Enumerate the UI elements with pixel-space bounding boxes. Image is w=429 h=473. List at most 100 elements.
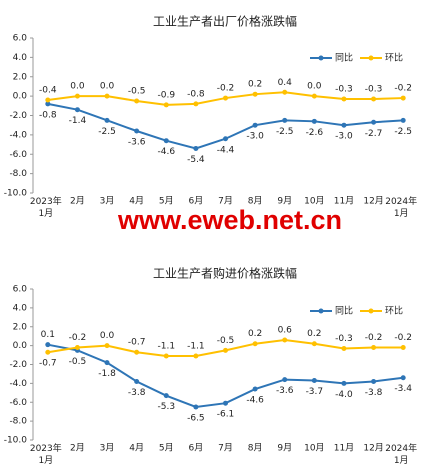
x-tick-label: 12月: [363, 196, 383, 207]
point: [163, 353, 169, 359]
data-label: -1.1: [157, 342, 175, 352]
point: [341, 96, 347, 102]
point: [400, 117, 406, 123]
point: [252, 386, 258, 392]
data-label: -6.5: [187, 413, 205, 423]
x-tick-label: 9月: [277, 196, 292, 207]
legend-marker: [318, 55, 324, 61]
point: [104, 360, 110, 366]
data-label: -3.4: [394, 384, 412, 394]
point: [311, 378, 317, 384]
y-tick-label: 0.0: [13, 341, 28, 351]
point: [193, 101, 199, 107]
y-tick-label: 2.0: [13, 322, 28, 332]
data-label: 0.0: [100, 82, 115, 92]
data-label: -0.3: [365, 85, 383, 95]
data-label: -4.0: [335, 390, 353, 400]
x-tick-label: 2月: [70, 196, 85, 207]
x-tick-label: 4月: [129, 443, 144, 454]
chart-title: 工业生产者出厂价格涨跌幅: [153, 14, 297, 29]
data-label: -0.7: [128, 338, 146, 348]
data-label: -0.2: [217, 84, 235, 94]
x-tick-label: 10月: [304, 443, 324, 454]
data-label: -0.5: [69, 357, 87, 367]
point: [400, 345, 406, 351]
data-label: -3.8: [365, 388, 383, 398]
x-tick-label: 2024年 1月: [385, 442, 417, 466]
point: [341, 380, 347, 386]
y-tick-label: -6.0: [9, 398, 27, 408]
point: [74, 93, 80, 99]
y-tick-label: 0.0: [13, 92, 28, 102]
point: [371, 345, 377, 351]
data-label: -4.6: [157, 147, 175, 157]
legend-label: 同比: [335, 305, 353, 317]
data-label: -2.5: [276, 127, 294, 137]
data-label: -6.1: [217, 410, 235, 420]
data-label: 0.0: [100, 331, 115, 341]
point: [400, 95, 406, 101]
data-label: -0.3: [335, 334, 353, 344]
data-label: 0.1: [41, 330, 55, 340]
data-label: -2.6: [306, 128, 324, 138]
data-label: -0.2: [365, 333, 383, 343]
data-label: -1.8: [98, 369, 116, 379]
y-tick-label: -8.0: [9, 169, 27, 179]
x-tick-label: 3月: [100, 196, 115, 207]
y-tick-label: -2.0: [9, 111, 27, 121]
data-label: 0.6: [278, 325, 293, 335]
point: [45, 101, 51, 107]
legend-label: 同比: [335, 52, 353, 64]
x-tick-label: 5月: [159, 443, 174, 454]
data-label: -3.0: [246, 132, 264, 142]
y-tick-label: -4.0: [9, 130, 27, 140]
point: [282, 89, 288, 95]
y-tick-label: -2.0: [9, 360, 27, 370]
point: [74, 345, 80, 351]
data-label: -0.4: [39, 86, 57, 96]
point: [282, 337, 288, 343]
legend-marker: [368, 308, 374, 314]
point: [134, 349, 140, 355]
x-tick-label: 2月: [70, 443, 85, 454]
data-label: -5.4: [187, 155, 205, 165]
x-tick-label: 8月: [248, 196, 263, 207]
y-tick-label: 6.0: [13, 285, 28, 295]
point: [223, 136, 228, 142]
x-tick-label: 2023年 1月: [30, 442, 62, 466]
data-label: -0.9: [157, 90, 175, 100]
data-label: -1.4: [69, 116, 87, 126]
data-label: -4.6: [246, 396, 264, 406]
data-label: -0.8: [39, 110, 57, 120]
data-label: -2.5: [394, 127, 412, 137]
point: [163, 393, 169, 399]
point: [252, 91, 258, 97]
point: [193, 145, 199, 151]
x-tick-label: 11月: [334, 196, 354, 207]
point: [311, 118, 317, 124]
data-label: -0.5: [217, 336, 235, 346]
point: [371, 378, 377, 384]
x-tick-label: 10月: [304, 196, 324, 207]
point: [104, 93, 110, 99]
point: [193, 353, 199, 359]
point: [341, 122, 347, 128]
data-label: 0.0: [70, 82, 85, 92]
point: [223, 95, 228, 101]
legend-label: 环比: [385, 52, 403, 64]
y-tick-label: -4.0: [9, 379, 27, 389]
legend-label: 环比: [385, 305, 403, 317]
point: [104, 343, 110, 349]
x-tick-label: 6月: [189, 443, 204, 454]
chart-title: 工业生产者购进价格涨跌幅: [153, 266, 297, 281]
data-label: -0.8: [187, 89, 205, 99]
data-label: 0.0: [307, 82, 322, 92]
x-tick-label: 7月: [218, 196, 233, 207]
data-label: -0.3: [335, 85, 353, 95]
point: [282, 117, 288, 123]
data-label: -5.3: [157, 402, 175, 412]
data-label: -0.2: [394, 84, 412, 94]
point: [311, 93, 317, 99]
data-label: -4.4: [217, 145, 235, 155]
